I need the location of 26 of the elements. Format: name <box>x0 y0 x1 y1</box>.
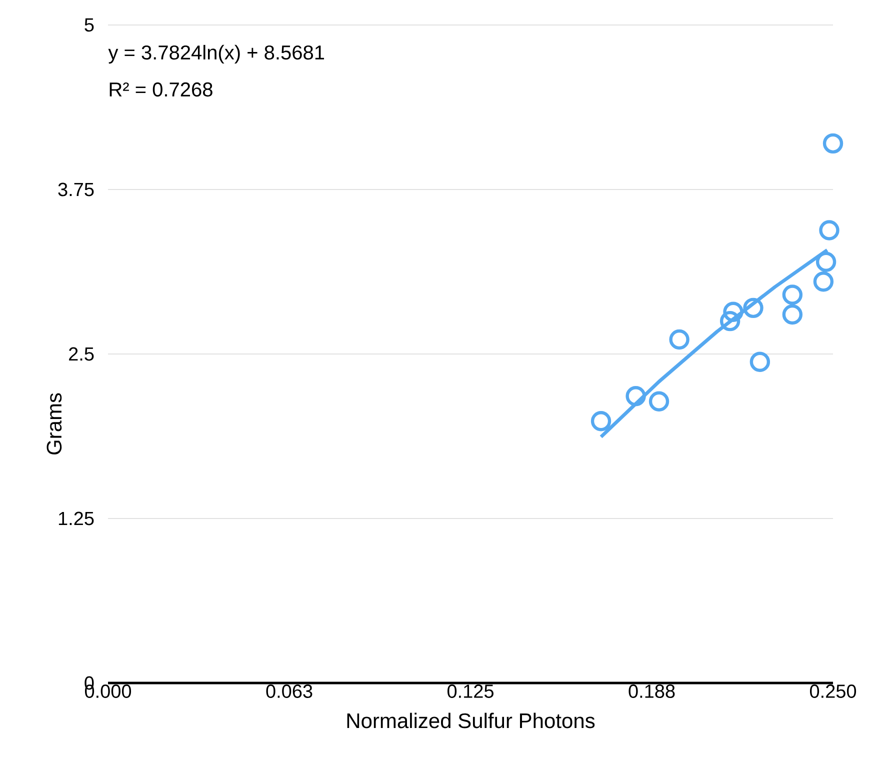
y-tick-label: 2.5 <box>69 347 94 361</box>
point <box>720 310 740 332</box>
x-tick-label: 0.063 <box>266 684 312 698</box>
point <box>743 298 764 318</box>
point <box>669 329 690 350</box>
y-tick-label: 3.75 <box>58 182 94 196</box>
point <box>816 252 836 272</box>
y-axis-title: Grams <box>46 393 62 454</box>
point <box>813 272 834 292</box>
point <box>782 304 803 325</box>
annotation: R² = 0.7268 <box>110 82 212 97</box>
x-tick-label: 0.188 <box>628 684 675 698</box>
point <box>819 220 840 240</box>
point <box>648 391 670 412</box>
y-tick-label: 1.25 <box>58 512 94 526</box>
x-tick-label: 0.250 <box>810 684 856 698</box>
x-axis-title: Normalized Sulfur Photons <box>347 712 595 728</box>
point <box>782 284 803 305</box>
point <box>723 302 744 322</box>
point <box>750 352 770 372</box>
y-tick-label: 5 <box>84 18 94 32</box>
annotation: y = 3.7824ln(x) + 8.5681 <box>108 44 324 64</box>
point <box>626 386 646 406</box>
point <box>590 411 612 432</box>
x-tick-label: 0.125 <box>447 684 494 698</box>
point <box>822 133 844 154</box>
